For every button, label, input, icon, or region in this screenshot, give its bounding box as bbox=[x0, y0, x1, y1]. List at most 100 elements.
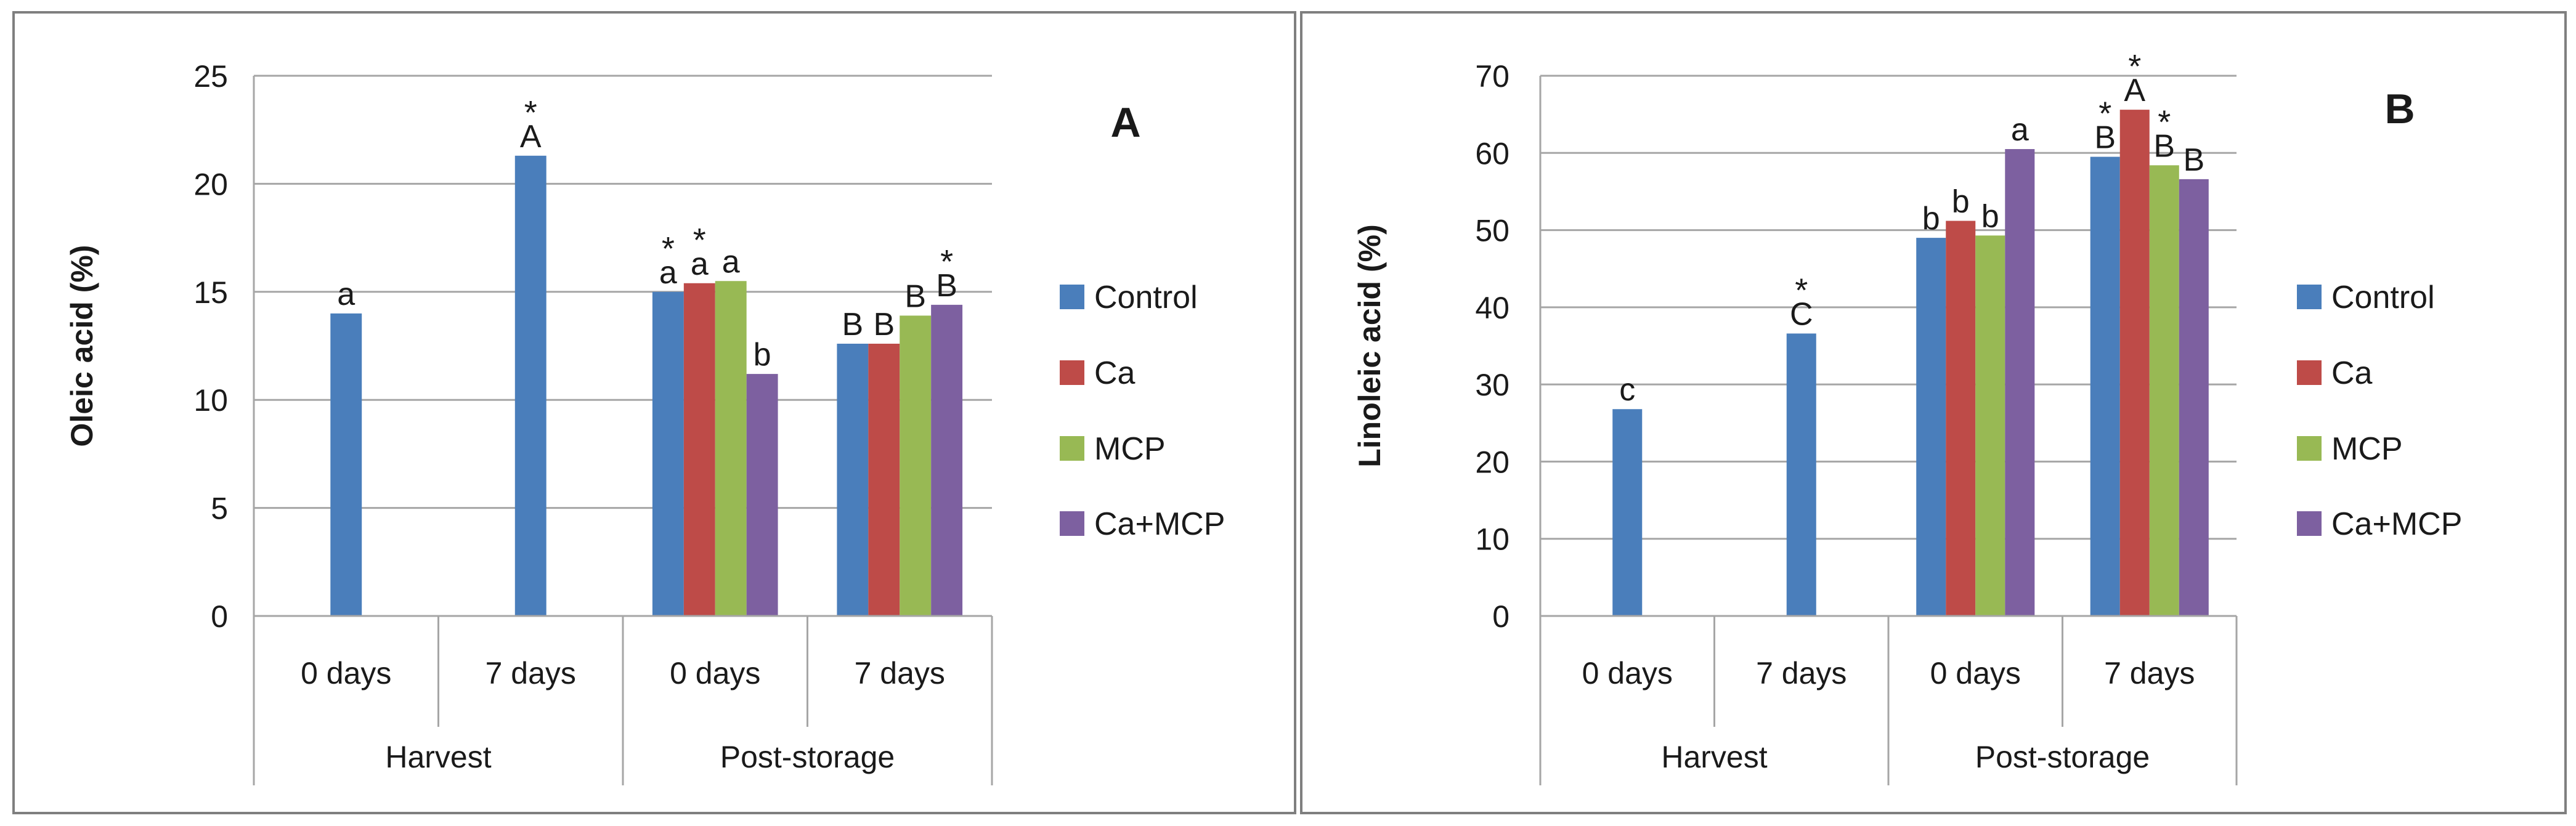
x-group-label: Harvest bbox=[385, 740, 491, 774]
y-tick-label: 10 bbox=[193, 383, 228, 418]
panel-b-letter: B bbox=[2384, 86, 2415, 132]
significance-letter: a bbox=[2011, 112, 2029, 148]
y-tick-label: 0 bbox=[1492, 599, 1509, 634]
y-tick-label: 70 bbox=[1475, 59, 1509, 94]
panel-a-y-axis-title: Oleic acid (%) bbox=[65, 245, 99, 447]
bar-ca-mcp-3 bbox=[2179, 179, 2209, 617]
panel-a-axes: 0 days 7 days 0 days 7 days Harvest Post-stor… bbox=[253, 76, 993, 785]
significance-letter: B bbox=[2183, 142, 2204, 178]
legend-swatch-ca bbox=[1060, 360, 1084, 385]
legend-label-mcp: MCP bbox=[1094, 431, 1166, 467]
panel-b-bars: cC*b b ba B*A*B*B bbox=[1612, 48, 2209, 617]
bar-control-1 bbox=[514, 155, 546, 616]
legend-label-ca-mcp: Ca+MCP bbox=[1094, 506, 1225, 542]
legend-swatch-control bbox=[2297, 285, 2322, 309]
significance-letter: a bbox=[659, 255, 677, 291]
significance-letter: a bbox=[691, 246, 709, 282]
significance-star: * bbox=[1795, 272, 1808, 309]
x-group-label: Harvest bbox=[1661, 740, 1767, 774]
legend-swatch-mcp bbox=[1060, 436, 1084, 461]
significance-letter: B bbox=[904, 278, 926, 314]
significance-letter: B bbox=[936, 268, 957, 304]
significance-letter: C bbox=[1790, 296, 1813, 332]
bar-ca-2 bbox=[1946, 221, 1976, 617]
panel-b-y-tick-labels: 0 10 20 30 40 50 60 70 bbox=[1475, 59, 1509, 634]
y-tick-label: 15 bbox=[193, 275, 228, 310]
bar-control-3 bbox=[837, 343, 869, 616]
legend-label-ca: Ca bbox=[1094, 355, 1136, 391]
bar-control-1 bbox=[1786, 333, 1816, 616]
significance-star: * bbox=[2128, 48, 2141, 85]
legend-swatch-control bbox=[1060, 285, 1084, 309]
significance-letter: b bbox=[1952, 184, 1970, 220]
y-tick-label: 40 bbox=[1475, 291, 1509, 325]
bar-ca-mcp-2 bbox=[2005, 149, 2035, 616]
significance-star: * bbox=[2099, 95, 2111, 132]
bar-ca-mcp-2 bbox=[746, 374, 778, 616]
legend-label-control: Control bbox=[1094, 280, 1198, 315]
significance-star: * bbox=[662, 230, 675, 267]
significance-letter: A bbox=[520, 119, 542, 155]
panel-a-y-tick-labels: 0 5 10 15 20 25 bbox=[193, 59, 228, 634]
bar-mcp-3 bbox=[900, 315, 932, 616]
y-tick-label: 25 bbox=[193, 59, 228, 94]
legend-label-ca: Ca bbox=[2331, 355, 2373, 391]
panel-b-y-axis-title: Linoleic acid (%) bbox=[1352, 224, 1387, 468]
x-tick-label: 0 days bbox=[1930, 656, 2021, 690]
bar-control-2 bbox=[1916, 238, 1946, 617]
bar-mcp-2 bbox=[715, 281, 747, 616]
y-tick-label: 0 bbox=[211, 599, 228, 634]
legend-swatch-ca-mcp bbox=[1060, 511, 1084, 536]
panel-b-axes: 0 days 7 days 0 days 7 days Harvest Post-stor… bbox=[1539, 76, 2238, 785]
y-tick-label: 5 bbox=[211, 492, 228, 526]
significance-star: * bbox=[940, 243, 953, 280]
bar-ca-3 bbox=[2119, 110, 2150, 616]
significance-star: * bbox=[524, 94, 537, 131]
significance-letter: B bbox=[873, 307, 895, 342]
significance-letter: b bbox=[1981, 198, 1999, 234]
significance-star: * bbox=[693, 222, 706, 259]
panel-a-border bbox=[12, 11, 1296, 814]
y-tick-label: 60 bbox=[1475, 136, 1509, 171]
x-group-label: Post-storage bbox=[720, 740, 895, 774]
significance-star: * bbox=[2158, 103, 2171, 140]
x-tick-label: 7 days bbox=[486, 656, 576, 690]
legend-swatch-mcp bbox=[2297, 436, 2322, 461]
x-tick-label: 7 days bbox=[2104, 656, 2195, 690]
significance-letter: c bbox=[1619, 372, 1635, 408]
y-tick-label: 30 bbox=[1475, 368, 1509, 402]
panel-a-legend: Control Ca MCP Ca+MCP bbox=[1060, 280, 1225, 542]
panel-a-letter: A bbox=[1110, 99, 1140, 146]
bar-ca-2 bbox=[683, 283, 715, 616]
x-tick-label: 0 days bbox=[1582, 656, 1673, 690]
significance-letter: b bbox=[754, 337, 771, 373]
panel-b-legend: Control Ca MCP Ca+MCP bbox=[2297, 280, 2462, 542]
panel-b-border bbox=[1300, 11, 2567, 814]
x-tick-label: 7 days bbox=[855, 656, 945, 690]
y-tick-label: 10 bbox=[1475, 522, 1509, 557]
bar-control-0 bbox=[330, 313, 362, 616]
y-tick-label: 50 bbox=[1475, 214, 1509, 248]
bar-control-0 bbox=[1612, 409, 1643, 616]
legend-swatch-ca bbox=[2297, 360, 2322, 385]
bar-control-3 bbox=[2090, 156, 2120, 617]
y-tick-label: 20 bbox=[193, 167, 228, 201]
significance-letter: B bbox=[2153, 128, 2175, 164]
significance-letter: a bbox=[337, 277, 355, 312]
panel-a-bars: aA*a* a*abB BB B* bbox=[330, 94, 963, 616]
x-tick-label: 0 days bbox=[301, 656, 391, 690]
x-group-label: Post-storage bbox=[1975, 740, 2150, 774]
bar-control-2 bbox=[652, 291, 684, 616]
legend-label-control: Control bbox=[2331, 280, 2435, 315]
bar-ca-mcp-3 bbox=[931, 304, 963, 616]
y-tick-label: 20 bbox=[1475, 445, 1509, 479]
bar-mcp-2 bbox=[1975, 235, 2005, 616]
significance-letter: B bbox=[842, 307, 864, 342]
x-tick-label: 0 days bbox=[670, 656, 760, 690]
legend-swatch-ca-mcp bbox=[2297, 511, 2322, 536]
x-tick-label: 7 days bbox=[1756, 656, 1847, 690]
legend-label-mcp: MCP bbox=[2331, 431, 2403, 467]
